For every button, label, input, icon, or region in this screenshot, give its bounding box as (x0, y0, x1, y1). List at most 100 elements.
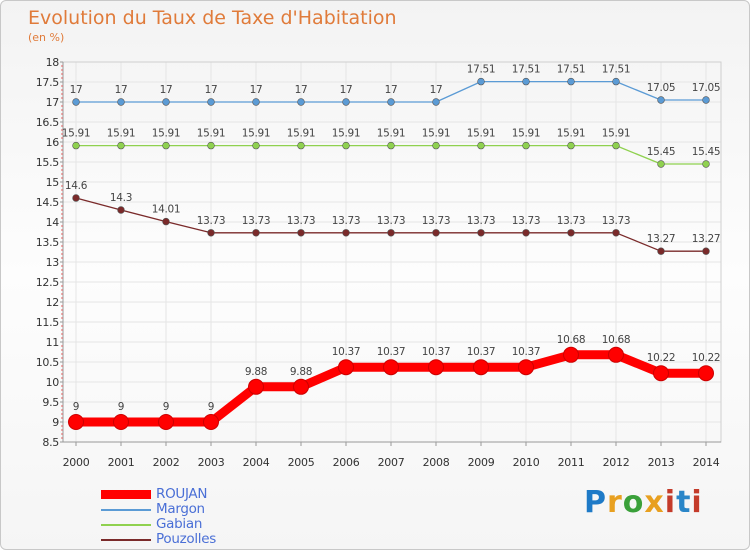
data-point-roujan (293, 378, 309, 395)
data-label-roujan: 9 (73, 401, 79, 413)
data-label-gabian: 15.91 (467, 128, 496, 140)
data-point-gabian (612, 141, 620, 150)
data-point-roujan (113, 414, 129, 430)
data-point-pouzolles (567, 229, 575, 237)
data-label-pouzolles: 13.73 (287, 215, 316, 227)
data-label-roujan: 10.68 (602, 334, 631, 346)
logo-letter: t (676, 485, 692, 520)
data-point-roujan (698, 365, 714, 382)
x-tick-label: 2014 (693, 456, 720, 469)
data-point-margon (612, 77, 620, 86)
data-point-roujan (518, 359, 534, 376)
y-tick-label: 13.5 (36, 236, 60, 249)
x-tick-label: 2013 (648, 456, 675, 469)
data-point-pouzolles (117, 206, 125, 214)
data-point-pouzolles (297, 229, 305, 237)
logo-letter: x (644, 485, 665, 520)
legend-label-pouzolles: Pouzolles (156, 531, 216, 547)
data-label-roujan: 9 (118, 401, 124, 413)
data-point-roujan (203, 414, 219, 430)
y-tick-label: 15 (46, 176, 60, 189)
y-tick-label: 16 (46, 136, 60, 149)
y-tick-label: 10.5 (36, 356, 60, 369)
x-tick-label: 2004 (243, 456, 270, 469)
legend-swatch-roujan (101, 490, 151, 499)
data-point-pouzolles (162, 217, 170, 226)
data-label-pouzolles: 13.27 (692, 233, 721, 245)
data-label-margon: 17 (385, 84, 398, 96)
data-point-gabian (432, 141, 440, 150)
data-label-roujan: 9.88 (245, 366, 267, 378)
data-point-gabian (252, 141, 260, 150)
data-label-gabian: 15.91 (152, 128, 181, 140)
data-label-margon: 17 (160, 84, 173, 96)
data-label-gabian: 15.91 (62, 128, 91, 140)
x-tick-label: 2007 (378, 456, 405, 469)
data-label-margon: 17 (340, 84, 353, 96)
y-tick-label: 16.5 (36, 116, 60, 129)
data-point-margon (252, 98, 260, 106)
data-point-margon (72, 98, 80, 106)
y-tick-label: 15.5 (36, 156, 60, 169)
data-label-gabian: 15.91 (422, 128, 451, 140)
y-tick-label: 11.5 (36, 316, 60, 329)
data-point-gabian (657, 160, 665, 168)
data-point-margon (657, 96, 665, 104)
data-point-gabian (297, 141, 305, 150)
data-label-pouzolles: 13.73 (242, 215, 271, 227)
data-label-pouzolles: 13.27 (647, 233, 676, 245)
x-tick-label: 2011 (558, 456, 585, 469)
y-tick-label: 11 (46, 336, 59, 349)
data-label-gabian: 15.91 (287, 128, 316, 140)
data-label-margon: 17 (295, 84, 308, 96)
data-point-gabian (702, 160, 710, 168)
data-label-pouzolles: 13.73 (377, 215, 406, 227)
data-point-pouzolles (342, 229, 350, 237)
data-label-gabian: 15.45 (692, 146, 721, 158)
data-label-pouzolles: 13.73 (422, 215, 451, 227)
data-point-pouzolles (252, 229, 260, 237)
y-tick-label: 8.5 (42, 436, 59, 449)
data-point-roujan (428, 359, 444, 376)
plot-area (62, 61, 722, 443)
data-label-gabian: 15.91 (557, 128, 586, 140)
data-point-roujan (563, 346, 579, 363)
data-point-margon (297, 98, 305, 106)
legend-swatch-pouzolles (101, 539, 151, 541)
chart-unit-label: (en %) (28, 31, 65, 44)
data-point-roujan (653, 365, 669, 382)
data-point-pouzolles (657, 247, 665, 255)
data-point-margon (702, 96, 710, 104)
x-tick-label: 2008 (423, 456, 450, 469)
data-label-margon: 17.51 (512, 64, 541, 76)
data-label-pouzolles: 14.3 (110, 192, 132, 204)
y-tick-label: 14 (46, 216, 60, 229)
data-point-gabian (387, 141, 395, 150)
data-point-pouzolles (432, 229, 440, 237)
data-label-gabian: 15.91 (242, 128, 271, 140)
legend-label-gabian: Gabian (156, 516, 203, 532)
data-label-pouzolles: 13.73 (197, 215, 226, 227)
logo-letter: P (584, 485, 607, 520)
data-point-pouzolles (207, 229, 215, 237)
data-label-roujan: 9 (163, 401, 169, 413)
data-point-gabian (117, 141, 125, 150)
data-point-roujan (158, 414, 174, 430)
x-tick-label: 2012 (603, 456, 630, 469)
data-label-margon: 17 (205, 84, 218, 96)
logo-letter: i (664, 485, 677, 520)
data-label-roujan: 10.37 (332, 346, 361, 358)
data-label-pouzolles: 13.73 (557, 215, 586, 227)
data-point-gabian (72, 141, 80, 150)
data-label-roujan: 9 (208, 401, 214, 413)
x-tick-label: 2000 (63, 456, 90, 469)
data-point-margon (207, 98, 215, 106)
data-label-margon: 17 (250, 84, 263, 96)
data-point-roujan (383, 359, 399, 376)
y-tick-label: 17 (46, 96, 60, 109)
data-label-margon: 17.05 (647, 82, 676, 94)
data-point-gabian (522, 141, 530, 150)
logo-letter: o (622, 485, 645, 520)
data-point-pouzolles (612, 229, 620, 237)
